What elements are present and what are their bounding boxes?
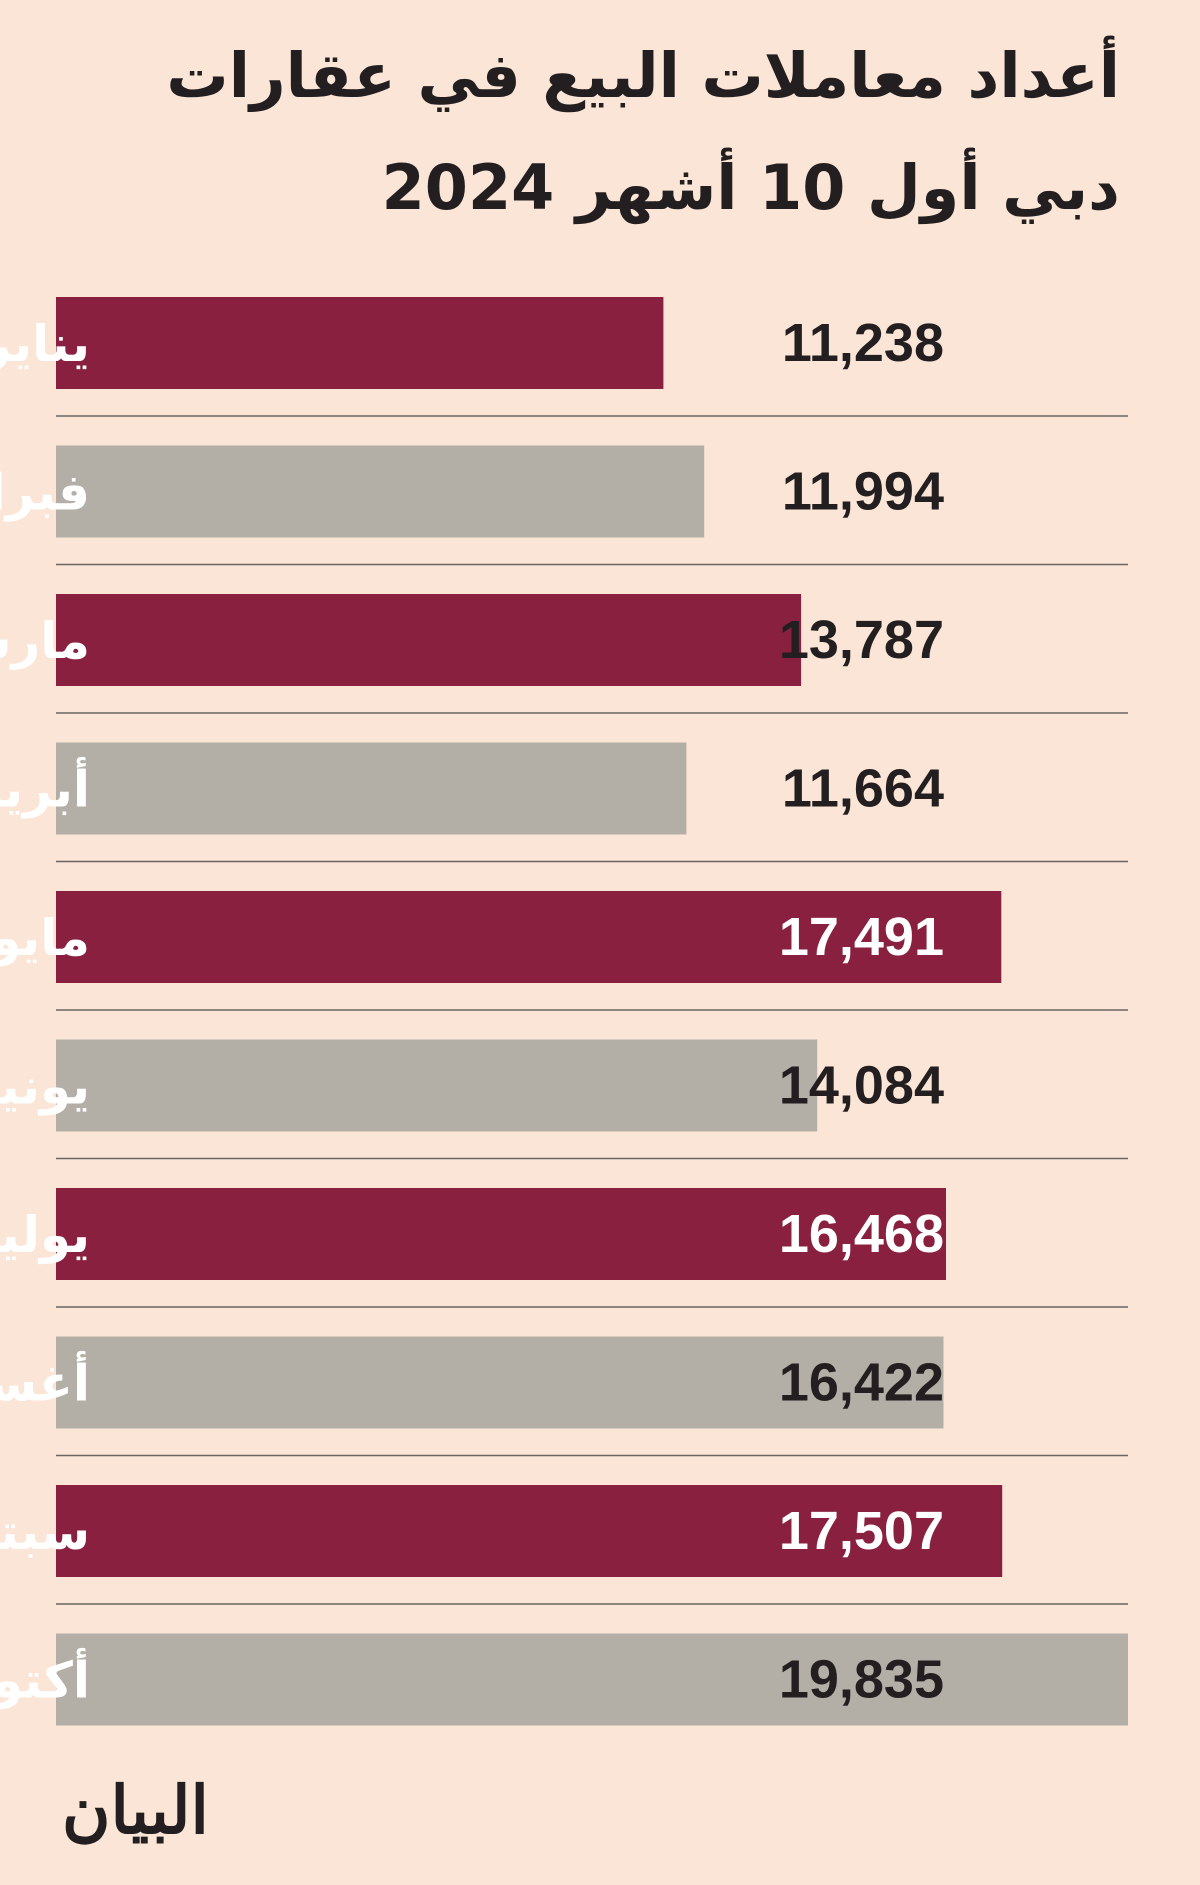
category-label: سبتمبر xyxy=(0,1503,90,1562)
category-label: أكتوبر xyxy=(0,1648,90,1711)
bar-6 xyxy=(56,1039,818,1132)
value-label: 17,507 xyxy=(779,1501,944,1561)
bar-3 xyxy=(56,594,802,686)
category-label: يونيو xyxy=(0,1058,90,1117)
albayan-logo: البيان xyxy=(62,1771,209,1849)
bar-2 xyxy=(56,445,705,538)
value-label: 11,664 xyxy=(782,759,944,819)
value-label: 13,787 xyxy=(779,610,944,670)
bar-8 xyxy=(56,1336,944,1429)
bar-1 xyxy=(56,297,664,389)
value-label: 17,491 xyxy=(779,907,944,967)
category-label: مارس xyxy=(0,612,90,670)
bar-9 xyxy=(56,1485,1003,1577)
bar-7 xyxy=(56,1188,946,1280)
bar-10 xyxy=(56,1633,1128,1726)
value-label: 16,422 xyxy=(779,1353,944,1413)
value-label: 16,468 xyxy=(779,1204,944,1264)
category-label: أبريل xyxy=(0,757,90,820)
category-label: أغسطس xyxy=(0,1351,90,1413)
value-label: 11,994 xyxy=(782,462,944,522)
bar-4 xyxy=(56,742,687,835)
category-label: فبراير xyxy=(0,464,90,523)
value-label: 14,084 xyxy=(779,1056,944,1116)
value-label: 19,835 xyxy=(779,1650,944,1710)
category-label: مايو xyxy=(0,909,90,968)
value-label: 11,238 xyxy=(782,313,944,373)
category-label: يناير xyxy=(0,315,90,374)
category-label: يوليو xyxy=(0,1206,90,1265)
chart-title: أعداد معاملات البيع في عقارات دبي أول 10… xyxy=(166,39,1120,224)
bar-5 xyxy=(56,891,1002,983)
